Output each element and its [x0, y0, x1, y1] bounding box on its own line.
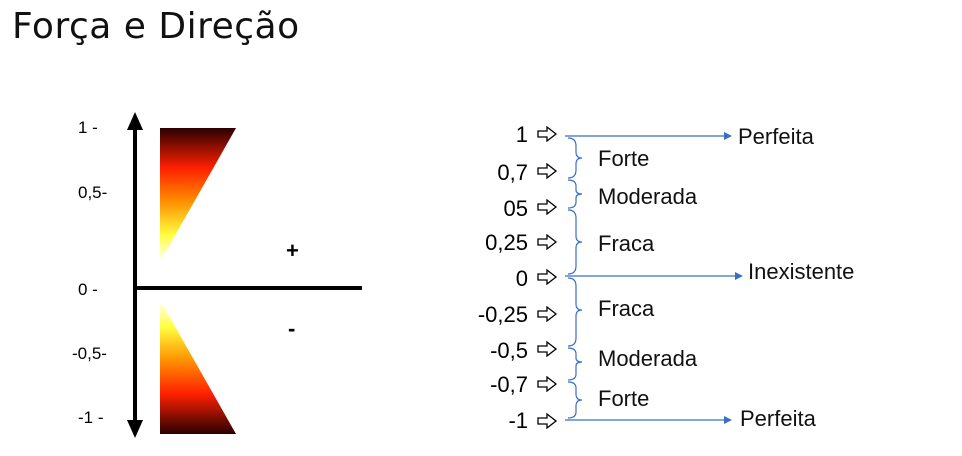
positive-strength-triangle [160, 128, 236, 262]
tick-label: -0,5- [72, 344, 107, 363]
open-right-arrow-icon [537, 306, 558, 322]
open-right-arrow-icon [537, 413, 558, 429]
negative-strength-triangle [160, 300, 236, 434]
open-right-arrow-icon [537, 234, 558, 250]
slide-title: Força e Direção [12, 6, 300, 47]
category-inexistente: Inexistente [748, 259, 855, 284]
tick-label: -1 - [78, 408, 104, 427]
level-label: -0,25 [477, 302, 528, 327]
open-right-arrow-icon [537, 376, 558, 392]
category-perfeita-bottom: Perfeita [740, 406, 816, 431]
open-right-arrow-icon [537, 163, 558, 179]
tick-label: 0 - [78, 280, 98, 299]
level-label: -0,7 [490, 372, 528, 397]
level-label: 0,25 [485, 230, 528, 255]
positive-sign: + [286, 238, 299, 263]
category-moderada-top: Moderada [598, 184, 698, 209]
tick-label: 1 - [78, 118, 98, 137]
category-moderada-bottom: Moderada [598, 346, 698, 371]
axis-arrow-down-icon [127, 420, 143, 438]
classification-connectors [565, 132, 743, 424]
category-fraca-top: Fraca [598, 231, 655, 256]
level-label: 1 [515, 122, 528, 147]
category-fraca-bottom: Fraca [598, 296, 655, 321]
level-label: 05 [503, 196, 528, 221]
level-label: 0,7 [497, 160, 528, 185]
level-label: -1 [508, 408, 528, 433]
open-right-arrow-icon [537, 126, 558, 142]
tick-label: 0,5- [78, 183, 108, 202]
open-right-arrow-icon [537, 199, 558, 215]
category-perfeita-top: Perfeita [738, 124, 814, 149]
open-right-arrow-icon [537, 269, 558, 285]
level-label: 0 [515, 266, 528, 291]
level-label: -0,5 [490, 338, 528, 363]
category-forte-bottom: Forte [598, 386, 650, 411]
axis-arrow-up-icon [127, 112, 143, 130]
negative-sign: - [288, 316, 296, 341]
open-right-arrow-icon [537, 341, 558, 357]
category-forte-top: Forte [598, 146, 650, 171]
